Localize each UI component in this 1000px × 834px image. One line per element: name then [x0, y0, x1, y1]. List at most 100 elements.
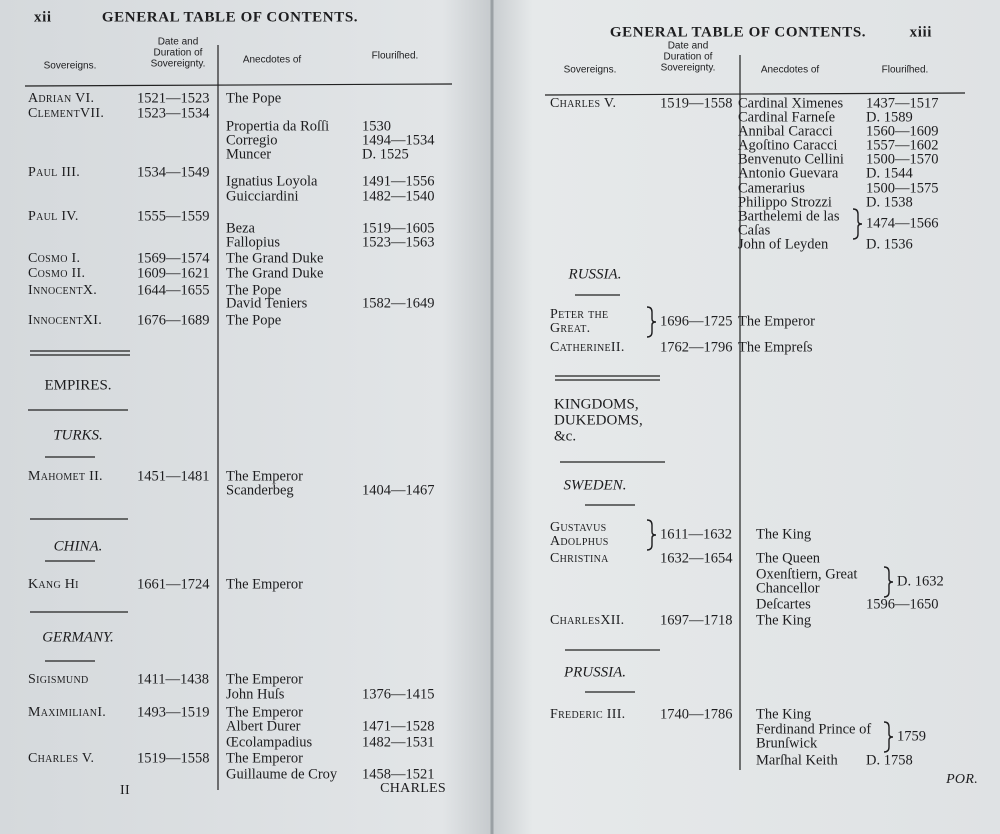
brace	[852, 208, 863, 240]
flourished-text: D. 1589	[866, 109, 913, 125]
left-page-paper	[0, 0, 492, 834]
column-header: Duration of	[664, 52, 713, 63]
anecdote-text: Philippo Strozzi	[738, 194, 832, 210]
date-text: 1611—1632	[660, 526, 732, 542]
anecdote-text: The Grand Duke	[226, 265, 323, 281]
flourished-text: 1500—1575	[866, 180, 939, 196]
anecdote-text: The Empreſs	[738, 339, 813, 355]
anecdote-text: The Emperor	[738, 313, 815, 329]
section-heading: SWEDEN.	[564, 477, 627, 493]
flourished-text: 1557—1602	[866, 137, 939, 153]
anecdote-text: The Grand Duke	[226, 250, 323, 266]
flourished-text: 1404—1467	[362, 482, 435, 498]
anecdote-text: Corregio	[226, 132, 278, 148]
date-text: 1451—1481	[137, 468, 210, 484]
column-header: Flouriſhed.	[882, 65, 929, 76]
anecdote-text: Chancellor	[756, 580, 820, 596]
page-number: xii	[34, 9, 52, 25]
date-text: 1569—1574	[137, 250, 210, 266]
sovereign-text: MaximilianI.	[28, 705, 106, 720]
anecdote-text: The Queen	[756, 550, 821, 566]
sovereign-text: Frederic III.	[550, 707, 625, 722]
sovereign-text: Gustavus	[550, 520, 607, 535]
date-text: 1644—1655	[137, 282, 210, 298]
sovereign-text: InnocentX.	[28, 283, 97, 298]
column-header: Flouriſhed.	[372, 51, 419, 62]
section-heading: DUKEDOMS,	[554, 412, 643, 428]
anecdote-text: Antonio Guevara	[738, 165, 839, 181]
date-text: 1740—1786	[660, 706, 733, 722]
sovereign-text: Charles V.	[550, 96, 616, 111]
anecdote-text: Fallopius	[226, 234, 280, 250]
column-header: Sovereigns.	[44, 61, 97, 72]
sovereign-text: Mahomet II.	[28, 469, 103, 484]
flourished-text: 1376—1415	[362, 686, 435, 702]
anecdote-text: Ignatius Loyola	[226, 173, 318, 189]
date-text: 1697—1718	[660, 612, 733, 628]
anecdote-text: Scanderbeg	[226, 482, 294, 498]
date-text: 1632—1654	[660, 550, 733, 566]
date-text: 1519—1558	[137, 750, 210, 766]
anecdote-text: The King	[756, 706, 811, 722]
sovereign-text: InnocentXI.	[28, 313, 102, 328]
anecdote-text: Propertia da Roſſi	[226, 118, 329, 134]
column-header: Anecdotes of	[243, 55, 302, 66]
flourished-text: 1523—1563	[362, 234, 435, 250]
anecdote-text: Œcolampadius	[226, 734, 313, 750]
anecdote-text: Cardinal Ximenes	[738, 95, 843, 111]
flourished-text: 1560—1609	[866, 123, 939, 139]
flourished-text: 1474—1566	[866, 215, 939, 231]
flourished-text: D. 1544	[866, 165, 913, 181]
header-rule	[544, 92, 966, 96]
anecdote-text: John of Leyden	[738, 236, 829, 252]
date-text: 1609—1621	[137, 265, 210, 281]
column-header: Sovereignty.	[151, 59, 206, 70]
signature-mark: II	[120, 783, 130, 798]
sovereign-text: Peter the	[550, 307, 608, 322]
anecdote-text: Ferdinand Prince of	[756, 721, 871, 737]
anecdote-text: The King	[756, 526, 811, 542]
anecdote-text: Caſas	[738, 222, 771, 238]
section-heading: GERMANY.	[42, 629, 114, 645]
date-text: 1534—1549	[137, 164, 210, 180]
flourished-text: 1491—1556	[362, 173, 435, 189]
flourished-text: 1482—1540	[362, 188, 435, 204]
flourished-text: 1500—1570	[866, 151, 939, 167]
date-text: 1696—1725	[660, 313, 733, 329]
sovereign-text: Paul IV.	[28, 209, 79, 224]
date-text: 1676—1689	[137, 312, 210, 328]
section-heading: TURKS.	[53, 427, 103, 443]
flourished-text: 1458—1521	[362, 766, 435, 782]
flourished-text: D. 1536	[866, 236, 913, 252]
sovereign-text: Sigismund	[28, 672, 89, 687]
flourished-text: 1482—1531	[362, 734, 435, 750]
flourished-text: D. 1632	[897, 573, 944, 589]
flourished-text: 1582—1649	[362, 295, 435, 311]
sovereign-text: Paul III.	[28, 165, 80, 180]
anecdote-text: The Emperor	[226, 671, 303, 687]
flourished-text: D. 1538	[866, 194, 913, 210]
anecdote-text: Guicciardini	[226, 188, 298, 204]
sovereign-text: Christina	[550, 551, 609, 566]
flourished-text: D. 1525	[362, 146, 409, 162]
anecdote-text: The Emperor	[226, 750, 303, 766]
running-head: GENERAL TABLE OF CONTENTS.	[610, 24, 866, 40]
date-text: 1762—1796	[660, 339, 733, 355]
anecdote-text: The Emperor	[226, 704, 303, 720]
flourished-text: 1596—1650	[866, 596, 939, 612]
anecdote-text: Camerarius	[738, 180, 805, 196]
brace	[883, 566, 894, 598]
sovereign-text: CatherineII.	[550, 340, 625, 355]
flourished-text: 1494—1534	[362, 132, 435, 148]
section-heading: CHINA.	[54, 538, 103, 554]
anecdote-text: The King	[756, 612, 811, 628]
sovereign-text: Great.	[550, 321, 590, 336]
brace	[883, 721, 894, 753]
anecdote-text: The Pope	[226, 90, 281, 106]
anecdote-text: The Emperor	[226, 468, 303, 484]
anecdote-text: Guillaume de Croy	[226, 766, 338, 782]
section-heading: EMPIRES.	[44, 377, 111, 393]
column-header: Date and	[668, 41, 709, 52]
